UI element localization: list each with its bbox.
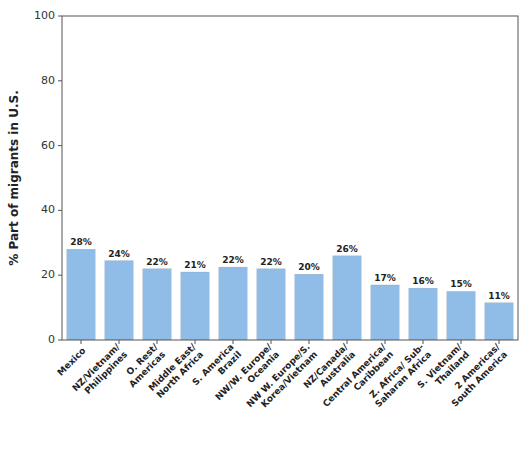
x-tick-label: NZ/Vietnam/Philippines: [70, 341, 129, 400]
x-tick: [423, 340, 424, 344]
x-tick-label: 2 Americas/South America: [442, 341, 510, 409]
y-tick: [58, 80, 62, 81]
page: {"chart_data": {"type": "bar", "ylabel":…: [0, 0, 532, 458]
x-tick-label: Middle East/North Africa: [147, 341, 206, 400]
y-tick: [58, 145, 62, 146]
data-label: 11%: [488, 291, 510, 301]
bar: [181, 272, 210, 340]
y-axis-label: % Part of migrants in U.S.: [7, 90, 21, 265]
bar: [295, 274, 324, 340]
x-tick: [195, 340, 196, 344]
x-tick: [499, 340, 500, 344]
data-label: 22%: [222, 255, 244, 265]
bar: [485, 303, 514, 340]
y-tick: [58, 275, 62, 276]
y-tick-label: 60: [41, 139, 55, 152]
data-label: 26%: [336, 244, 358, 254]
y-tick: [58, 16, 62, 17]
data-label: 16%: [412, 276, 434, 286]
chart-container: 28% 24% 22% 21% 22% 22% 20% 26% 17% 16% 15% 11% 0 20 4…: [0, 0, 532, 458]
x-tick: [81, 340, 82, 344]
bar: [257, 269, 286, 340]
x-tick: [461, 340, 462, 344]
x-tick: [309, 340, 310, 344]
x-tick: [119, 340, 120, 344]
y-tick-label: 100: [34, 9, 55, 22]
data-labels: 28% 24% 22% 21% 22% 22% 20% 26% 17% 16% 15% 11%: [70, 237, 510, 300]
x-tick: [233, 340, 234, 344]
data-label: 22%: [260, 257, 282, 267]
bar: [219, 267, 248, 340]
x-tick-label-line: South America: [450, 349, 510, 409]
x-tick: [347, 340, 348, 344]
x-tick: [157, 340, 158, 344]
x-tick-label-line: NW W. Europe/S.: [244, 342, 311, 409]
data-label: 22%: [146, 257, 168, 267]
data-label: 24%: [108, 249, 130, 259]
x-tick-label: NZ/Canada/Australia: [302, 341, 358, 397]
data-label: 21%: [184, 260, 206, 270]
y-tick-label: 0: [48, 333, 55, 346]
bar: [143, 269, 172, 340]
bar: [447, 291, 476, 340]
y-axis: 0 20 40 60 80 100: [34, 9, 62, 346]
bar: [67, 249, 96, 340]
data-label: 28%: [70, 237, 92, 247]
y-tick: [58, 210, 62, 211]
y-tick-label: 20: [41, 268, 55, 281]
bars: [67, 249, 514, 340]
bar: [371, 285, 400, 340]
bar: [409, 288, 438, 340]
data-label: 15%: [450, 279, 472, 289]
plot-frame: [62, 16, 518, 340]
bar: [333, 256, 362, 340]
x-axis: MexicoNZ/Vietnam/PhilippinesO. Rest/Amer…: [55, 340, 509, 417]
chart-svg: 28% 24% 22% 21% 22% 22% 20% 26% 17% 16% 15% 11% 0 20 4…: [0, 0, 532, 458]
bar: [105, 261, 134, 340]
x-tick-label-line: Philippines: [83, 349, 130, 396]
y-tick-label: 80: [41, 74, 55, 87]
y-tick: [58, 340, 62, 341]
y-tick-label: 40: [41, 203, 55, 216]
x-tick: [271, 340, 272, 344]
data-label: 20%: [298, 262, 320, 272]
x-tick: [385, 340, 386, 344]
data-label: 17%: [374, 273, 396, 283]
